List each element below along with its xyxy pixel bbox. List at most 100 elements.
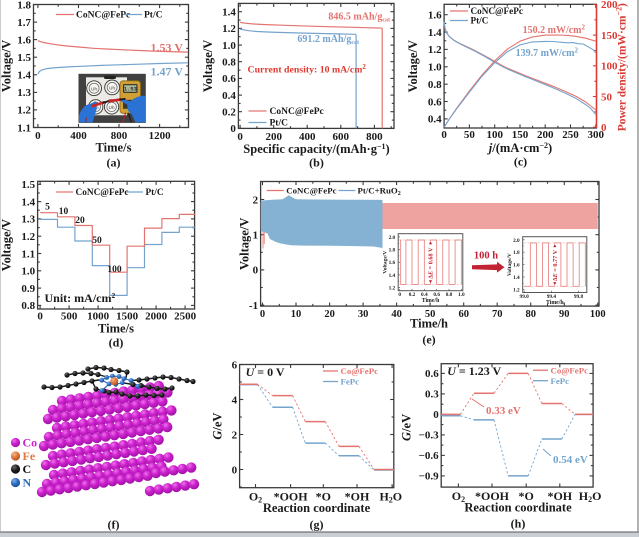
svg-text:100: 100 — [107, 265, 122, 275]
svg-text:70: 70 — [492, 309, 503, 320]
svg-text:Pt/C: Pt/C — [144, 11, 163, 21]
svg-text:50: 50 — [464, 129, 476, 141]
svg-text:1.4: 1.4 — [513, 275, 520, 281]
svg-text:0: 0 — [433, 409, 439, 421]
svg-text:400: 400 — [70, 130, 87, 142]
svg-text:FePc: FePc — [551, 376, 570, 386]
svg-text:0: 0 — [230, 123, 236, 135]
svg-text:0.6: 0.6 — [425, 368, 439, 380]
svg-text:Pt/C+RuO2: Pt/C+RuO2 — [358, 186, 401, 198]
svg-text:1.4: 1.4 — [222, 7, 236, 19]
svg-text:1.2: 1.2 — [428, 44, 442, 56]
svg-text:0: 0 — [35, 130, 41, 142]
svg-text:0: 0 — [232, 464, 238, 476]
svg-text:4: 4 — [232, 394, 238, 406]
svg-text:1.4: 1.4 — [428, 27, 442, 39]
svg-text:Co: Co — [23, 436, 38, 450]
svg-text:*O: *O — [316, 490, 331, 504]
svg-text:ΔE = 0.77 V: ΔE = 0.77 V — [552, 249, 559, 281]
svg-text:1.5: 1.5 — [17, 52, 31, 64]
svg-text:1.53: 1.53 — [124, 85, 138, 92]
svg-text:10: 10 — [291, 309, 302, 320]
svg-text:0: 0 — [253, 265, 259, 277]
svg-text:1.3: 1.3 — [21, 214, 35, 226]
svg-text:(e): (e) — [422, 333, 435, 347]
svg-text:1.1: 1.1 — [21, 248, 35, 260]
svg-text:99.0: 99.0 — [520, 294, 530, 300]
svg-text:99.8: 99.8 — [574, 294, 584, 300]
svg-text:800: 800 — [366, 131, 383, 143]
svg-text:0.6: 0.6 — [428, 96, 442, 108]
svg-text:Pt/C: Pt/C — [471, 16, 489, 26]
svg-text:1.2: 1.2 — [389, 286, 396, 292]
svg-text:0.3: 0.3 — [425, 389, 439, 401]
svg-text:0.2: 0.2 — [409, 292, 416, 298]
svg-text:Time/h: Time/h — [546, 300, 564, 306]
svg-text:50: 50 — [92, 236, 102, 246]
svg-text:1.6: 1.6 — [389, 260, 396, 266]
svg-text:100 h: 100 h — [474, 250, 498, 261]
svg-text:Uh: Uh — [109, 86, 115, 91]
svg-text:200: 200 — [265, 131, 282, 143]
svg-text:2000: 2000 — [145, 311, 168, 323]
svg-text:100: 100 — [601, 61, 618, 73]
svg-text:Voltage/V: Voltage/V — [201, 40, 215, 92]
svg-text:Specific capacity/(mAh·g−1): Specific capacity/(mAh·g−1) — [243, 142, 389, 156]
svg-text:G/eV: G/eV — [211, 413, 225, 440]
svg-text:1.0: 1.0 — [222, 40, 236, 52]
svg-text:Reaction coordinate: Reaction coordinate — [263, 501, 371, 515]
svg-text:0: 0 — [441, 129, 447, 141]
svg-text:5: 5 — [45, 203, 50, 213]
svg-text:0.2: 0.2 — [222, 107, 236, 119]
svg-text:Uh: Uh — [91, 86, 97, 91]
svg-text:CoNC@FePc: CoNC@FePc — [270, 107, 324, 117]
svg-text:1.2: 1.2 — [222, 23, 236, 35]
svg-text:Co@FePc: Co@FePc — [551, 365, 589, 375]
svg-text:Unit: mA/cm2: Unit: mA/cm2 — [45, 291, 116, 305]
svg-text:Reaction coordinate: Reaction coordinate — [464, 500, 572, 514]
svg-text:*OOH: *OOH — [475, 489, 510, 503]
svg-text:139.7 mW/cm2: 139.7 mW/cm2 — [516, 47, 579, 60]
svg-text:N: N — [23, 476, 32, 490]
svg-text:(d): (d) — [109, 335, 124, 349]
svg-text:Current density: 10 mA/cm2: Current density: 10 mA/cm2 — [248, 63, 367, 76]
svg-text:1.8: 1.8 — [389, 248, 396, 254]
svg-text:1.47 V: 1.47 V — [151, 65, 184, 79]
svg-text:1.53 V: 1.53 V — [151, 41, 184, 55]
svg-text:ΔE = 0.68 V: ΔE = 0.68 V — [428, 247, 435, 279]
svg-text:CoNC@FePc: CoNC@FePc — [286, 186, 336, 196]
svg-text:40: 40 — [391, 309, 402, 320]
svg-text:1.3: 1.3 — [17, 87, 31, 99]
svg-text:Pt/C: Pt/C — [270, 119, 289, 129]
svg-text:(a): (a) — [107, 156, 121, 170]
svg-text:(c): (c) — [514, 155, 527, 169]
svg-text:20: 20 — [75, 216, 85, 226]
svg-text:Voltage/V: Voltage/V — [0, 40, 14, 92]
svg-text:Fe: Fe — [23, 449, 36, 463]
svg-text:0.33 eV: 0.33 eV — [486, 405, 521, 417]
svg-text:H2O: H2O — [379, 490, 402, 505]
svg-text:1.4: 1.4 — [17, 70, 31, 82]
svg-text:300: 300 — [588, 129, 605, 141]
svg-text:Time/h: Time/h — [422, 298, 440, 304]
svg-text:80: 80 — [525, 309, 536, 320]
svg-text:0.8: 0.8 — [21, 300, 35, 312]
svg-text:(h): (h) — [511, 517, 526, 531]
svg-text:200: 200 — [601, 0, 618, 11]
svg-text:50: 50 — [601, 91, 613, 103]
svg-text:0.4: 0.4 — [428, 114, 442, 126]
svg-text:*OH: *OH — [345, 490, 370, 504]
svg-text:0: 0 — [37, 311, 43, 323]
svg-text:0.8: 0.8 — [222, 57, 236, 69]
svg-text:0.8: 0.8 — [428, 79, 442, 91]
svg-text:*OH: *OH — [547, 489, 572, 503]
svg-text:1.6: 1.6 — [17, 34, 31, 46]
svg-text:1.2: 1.2 — [21, 231, 35, 243]
svg-text:200: 200 — [537, 129, 554, 141]
svg-text:1.8: 1.8 — [513, 250, 520, 256]
svg-text:0.9: 0.9 — [21, 283, 35, 295]
svg-text:1.0: 1.0 — [458, 292, 465, 298]
svg-text:0.6: 0.6 — [433, 292, 440, 298]
svg-text:0.8: 0.8 — [446, 292, 453, 298]
svg-text:U = 0 V: U = 0 V — [246, 365, 285, 379]
